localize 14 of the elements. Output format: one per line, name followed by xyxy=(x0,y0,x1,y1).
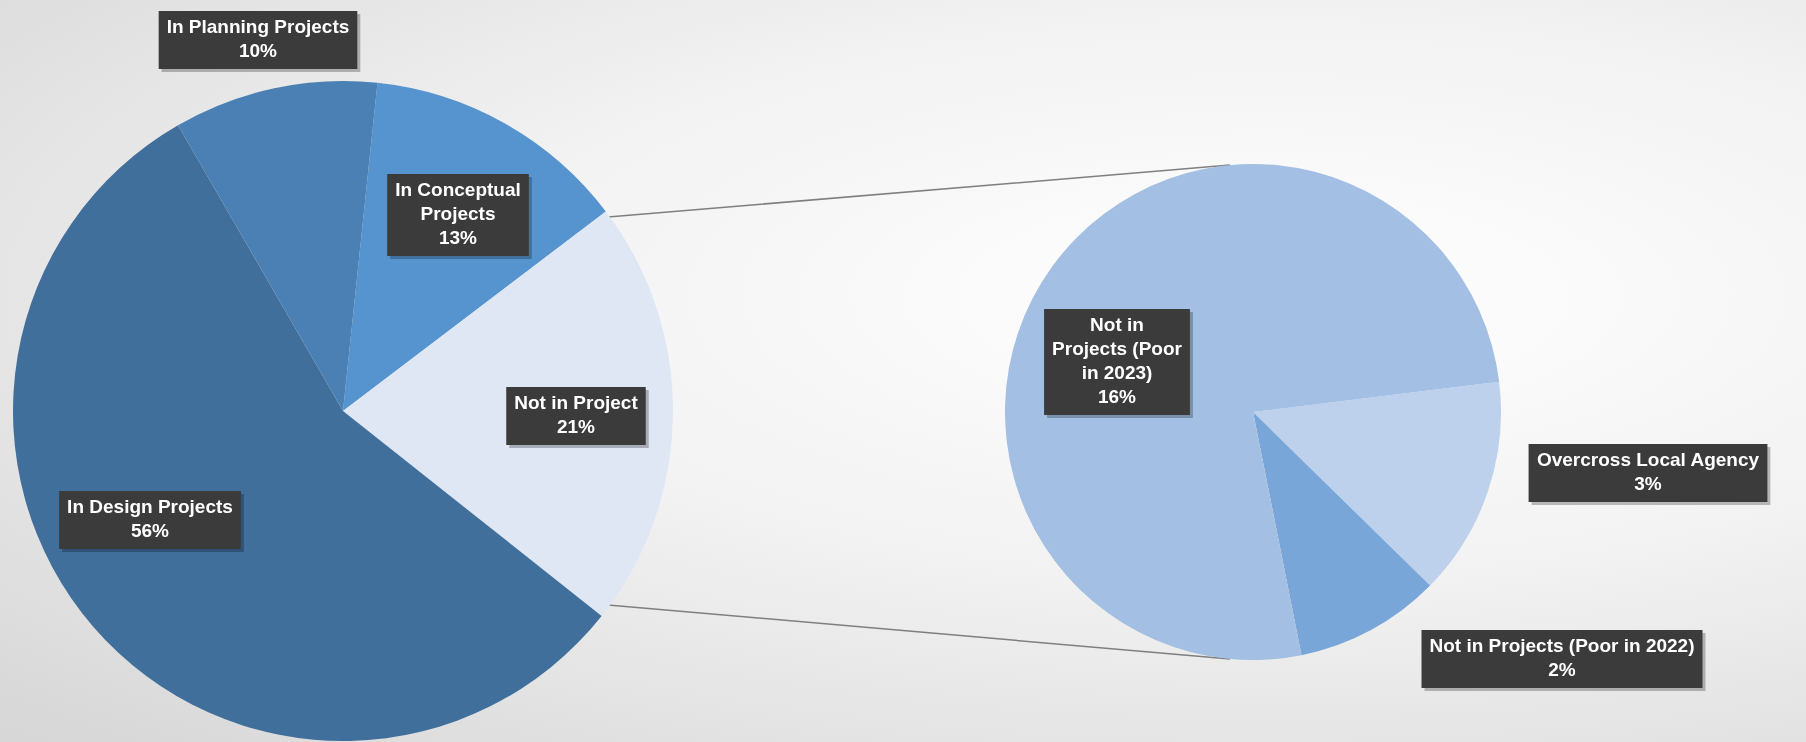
slice-label: Not in Projects (Poor in 2023) xyxy=(1052,314,1183,384)
slice-label: In Design Projects xyxy=(67,496,233,518)
slice-label: Not in Project xyxy=(514,392,639,414)
slice-label: Overcross Local Agency xyxy=(1536,449,1760,471)
slice-label: In Conceptual Projects xyxy=(395,179,521,225)
data-label: 2% xyxy=(1548,659,1576,681)
data-label: 13% xyxy=(438,227,478,249)
data-label: 10% xyxy=(238,40,278,62)
slice-label: Not in Projects (Poor in 2022) xyxy=(1429,635,1695,657)
slice-label: In Planning Projects xyxy=(166,16,350,38)
data-label: 56% xyxy=(130,520,170,542)
data-label: 21% xyxy=(556,416,596,438)
data-label: 3% xyxy=(1634,473,1662,495)
data-label: 16% xyxy=(1097,386,1137,408)
